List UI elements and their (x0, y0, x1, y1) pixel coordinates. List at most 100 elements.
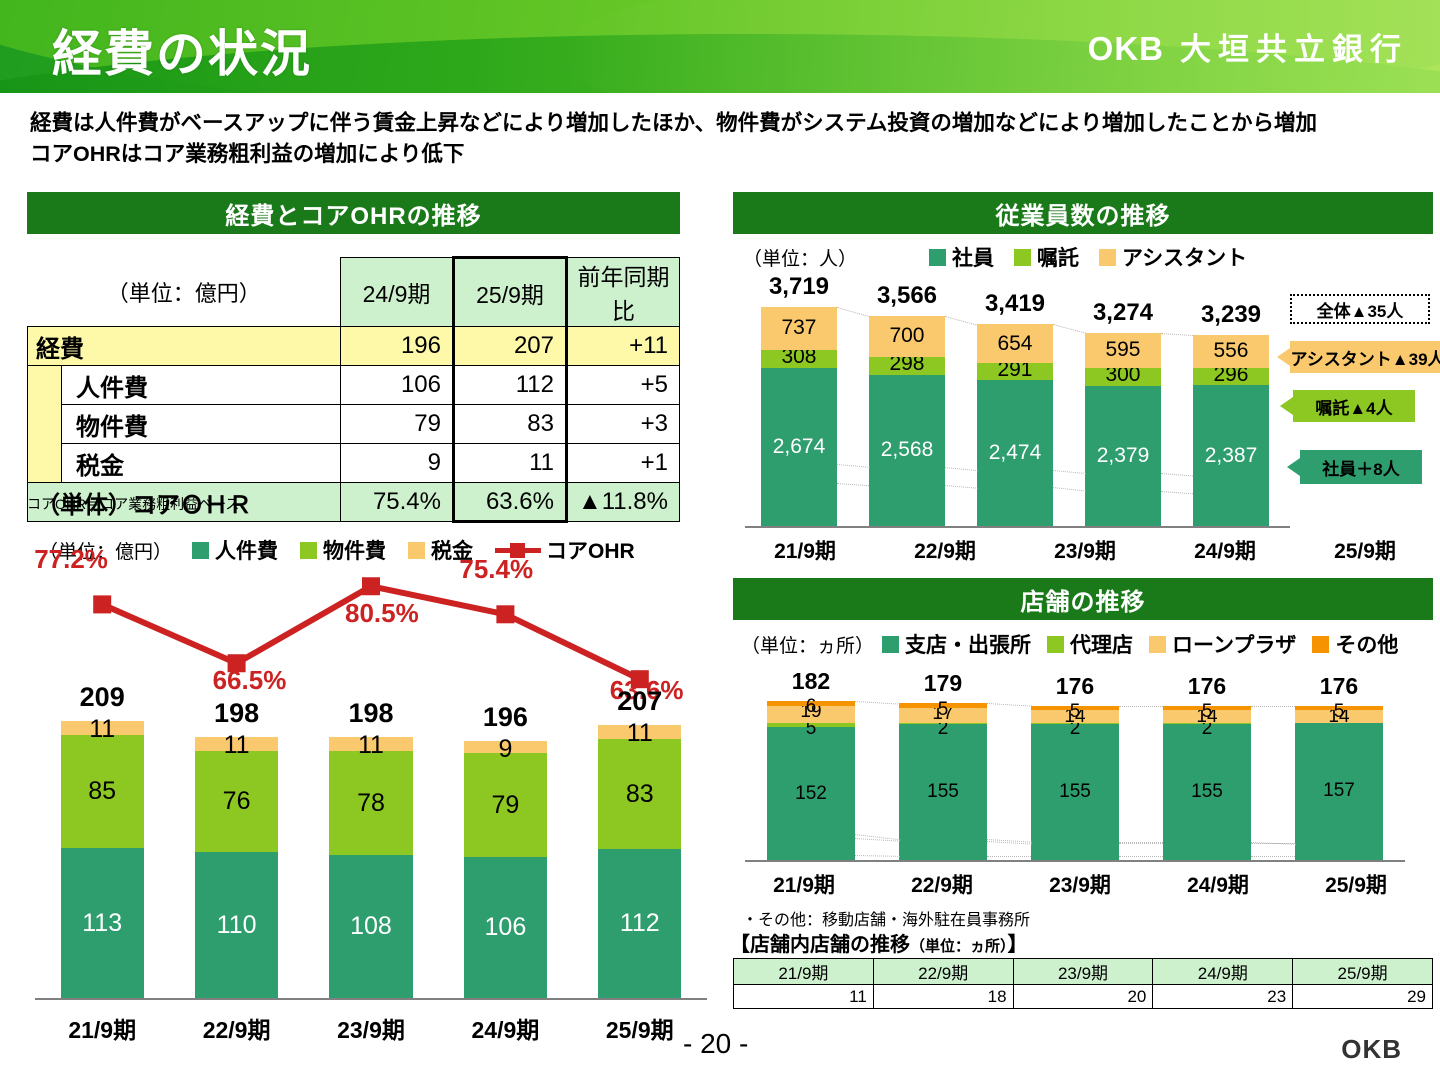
bar-segment: 155 (1163, 724, 1251, 860)
cost-chart-axis (35, 998, 707, 1000)
core-ohr-data-label: 63.6% (609, 675, 684, 706)
bar-segment: 110 (194, 852, 279, 998)
table-row: （単体）コアＯＨＲ 75.4% 63.6% ▲11.8% (27, 482, 680, 523)
bar-segment: 2 (1031, 718, 1119, 739)
bar-segment-value: 654 (997, 331, 1033, 355)
bar-segment-value: 76 (222, 787, 251, 816)
col-header-curr: 25/9期 (452, 256, 568, 327)
row-indent-marker (27, 365, 62, 405)
bar-segment: 155 (899, 724, 987, 860)
bar-segment-value: 19 (800, 701, 822, 723)
bar-segment: 76 (194, 751, 279, 853)
bar-segment: 300 (1085, 363, 1161, 386)
slide-header (0, 0, 1440, 93)
legend-item-branch: 支店・出張所 (882, 629, 1031, 659)
callout-assistant-change: アシスタント▲39人 (1277, 341, 1440, 373)
bar-segment-value: 78 (357, 788, 385, 817)
cell-nonpersonnel-prev: 79 (340, 404, 454, 444)
legend-item-nonpersonnel: 物件費 (300, 535, 386, 565)
bar-segment-value: 5 (1069, 701, 1081, 723)
bar-segment-value: 5 (1333, 701, 1345, 723)
callout-tail-icon (1287, 458, 1300, 476)
bar-segment: 2,387 (1193, 385, 1269, 526)
bar-segment: 5 (899, 699, 987, 720)
row-label-core-ohr: （単体）コアＯＨＲ (27, 482, 341, 522)
bar-column: 2,568 298 700 3,566 (869, 282, 945, 526)
bar-segment-value: 2,568 (880, 438, 934, 462)
cost-chart-legend: （単位：億円） 人件費 物件費 税金 コアOHR (39, 535, 657, 565)
in-store-col-header: 24/9期 (1152, 958, 1294, 985)
legend-swatch-regular (929, 248, 947, 266)
bar-column: 110 76 11 198 (194, 698, 279, 998)
bar-segment-value: 83 (625, 779, 654, 808)
cost-table-note: コアOHR＝コア業務粗利益ベース (27, 496, 240, 512)
in-store-title-unit: （単位：ヵ所） (910, 938, 1008, 955)
x-axis-label: 21/9期 (773, 874, 835, 897)
connector-line (944, 467, 978, 472)
x-axis-label: 22/9期 (914, 540, 976, 563)
bar-segment: 14 (1295, 706, 1383, 727)
employee-bar-group: 2,674 308 737 3,719 2,568 298 700 3,566 2,474 291… (745, 273, 1285, 526)
callout-regular-change: 社員＋8人 (1287, 450, 1422, 484)
table-row: 物件費 79 83 +3 (27, 404, 680, 444)
store-bar-group: 152 5 19 6 182 155 2 17 5 179 155 2 14 5 176 155 2 14 5 176… (745, 668, 1405, 860)
bar-column: 2,674 308 737 3,719 (761, 273, 837, 526)
bar-segment-value: 2,674 (772, 435, 826, 459)
bar-segment: 2,568 (869, 374, 945, 526)
bar-column: 2,387 296 556 3,239 (1193, 301, 1269, 526)
bar-column: 2,474 291 654 3,419 (977, 290, 1053, 526)
bar-segment-value: 300 (1105, 362, 1141, 386)
x-axis-label: 25/9期 (1334, 540, 1396, 563)
bar-segment: 157 (1295, 722, 1383, 860)
bar-segment-value: 700 (889, 324, 925, 348)
bar-column: 152 5 19 6 182 (767, 668, 855, 860)
connector-line (1160, 332, 1194, 336)
cell-total-cost-yoy: +11 (566, 326, 680, 366)
bar-segment-value: 595 (1105, 338, 1141, 362)
core-ohr-line-svg (93, 577, 649, 689)
bar-total-label: 207 (617, 685, 663, 716)
section-title-stores: 店舗の推移 (733, 578, 1433, 620)
connector-line (1118, 843, 1164, 845)
row-label-nonpersonnel: 物件費 (61, 404, 341, 444)
table-header-row: 21/9期 22/9期 23/9期 24/9期 25/9期 (733, 958, 1433, 985)
in-store-title-end: 】 (1007, 934, 1028, 956)
bar-segment-value: 106 (484, 913, 527, 942)
bar-column: 155 2 17 5 179 (899, 670, 987, 860)
bar-total-label: 3,274 (1092, 298, 1154, 326)
section-title-cost: 経費とコアOHRの推移 (27, 192, 680, 234)
bar-segment: 14 (1163, 706, 1251, 727)
bar-segment-value: 14 (1196, 705, 1218, 727)
bar-total-label: 3,566 (876, 281, 938, 309)
bar-segment: 112 (598, 849, 682, 998)
cell-personnel-curr: 112 (452, 365, 568, 405)
header-swoosh-3 (560, 0, 1440, 93)
connector-line (1118, 841, 1164, 843)
legend-label-nonpersonnel: 物件費 (323, 540, 387, 563)
legend-item-core-ohr: コアOHR (495, 535, 635, 565)
connector-line (1052, 487, 1086, 492)
legend-swatch-loanplaza (1149, 635, 1167, 653)
bar-segment: 5 (1163, 701, 1251, 722)
bar-segment: 595 (1085, 332, 1161, 369)
x-axis-label: 22/9期 (202, 1017, 271, 1043)
bar-segment: 2,674 (761, 368, 837, 526)
store-chart-legend: （単位：ヵ所） 支店・出張所 代理店 ローンプラザ その他 (741, 629, 1414, 659)
bar-total-label: 3,239 (1200, 300, 1262, 328)
cell-nonpersonnel-yoy: +3 (566, 404, 680, 444)
x-axis-label: 25/9期 (1325, 874, 1387, 897)
bar-segment: 2,474 (977, 380, 1053, 526)
bar-segment: 5 (1295, 701, 1383, 722)
core-ohr-data-label: 66.5% (212, 665, 287, 696)
x-axis-label: 24/9期 (1187, 874, 1249, 897)
bar-segment: 9 (463, 735, 548, 763)
bank-brand-logo: OKB 大垣共立銀行 (1088, 24, 1408, 69)
legend-label-branch: 支店・出張所 (905, 634, 1032, 657)
bar-segment-value: 157 (1323, 780, 1355, 802)
bar-segment: 298 (869, 352, 945, 375)
bar-segment: 14 (1031, 706, 1119, 727)
summary-line-1: 経費は人件費がベースアップに伴う賃金上昇などにより増加したほか、物件費がシステム… (30, 111, 1317, 135)
cell-core-ohr-prev: 75.4% (340, 482, 454, 522)
table-row: 経費 196 207 +11 (27, 326, 680, 366)
